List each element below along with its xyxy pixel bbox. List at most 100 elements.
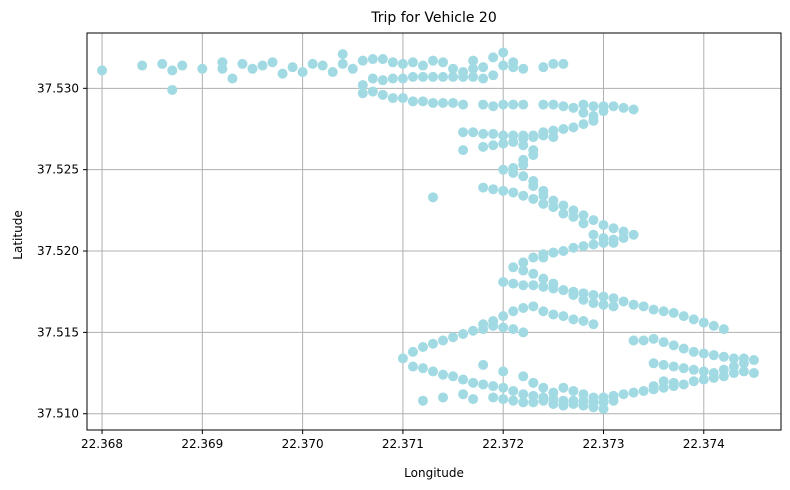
data-point [558, 123, 569, 134]
data-point [548, 278, 559, 289]
data-point [578, 241, 589, 252]
data-point [488, 128, 499, 139]
data-point [458, 329, 469, 340]
data-point [558, 101, 569, 112]
data-point [247, 63, 258, 74]
data-point [407, 96, 418, 107]
data-point [658, 359, 669, 370]
data-point [407, 361, 418, 372]
data-point [548, 309, 559, 320]
data-point [568, 102, 579, 113]
data-point [518, 257, 529, 268]
data-point [598, 106, 609, 117]
data-point [588, 101, 599, 112]
data-point [438, 57, 449, 68]
data-point [438, 369, 449, 380]
data-point [458, 99, 469, 110]
data-point [568, 122, 579, 133]
y-tick-label: 37.515 [37, 325, 79, 339]
data-point [538, 306, 549, 317]
data-point [508, 57, 519, 68]
data-point [538, 281, 549, 292]
data-point [508, 324, 519, 335]
data-point [237, 58, 248, 69]
data-point [738, 366, 749, 377]
data-point [417, 60, 428, 71]
data-point [498, 138, 509, 149]
data-point [558, 246, 569, 257]
data-point [578, 315, 589, 326]
data-point [598, 403, 609, 414]
data-point [488, 70, 499, 81]
data-point [628, 335, 639, 346]
data-point [568, 289, 579, 300]
data-point [688, 314, 699, 325]
data-point [588, 392, 599, 403]
data-point [608, 223, 619, 234]
data-point [518, 265, 529, 276]
data-point [438, 392, 449, 403]
data-point [508, 278, 519, 289]
data-point [438, 335, 449, 346]
data-point [508, 395, 519, 406]
data-point [518, 397, 529, 408]
data-point [538, 130, 549, 141]
data-point [528, 150, 539, 161]
data-point [598, 233, 609, 244]
y-tick-label: 37.525 [37, 163, 79, 177]
data-point [367, 73, 378, 84]
x-tick-label: 22.371 [382, 437, 424, 451]
data-point [698, 317, 709, 328]
data-point [638, 335, 649, 346]
data-point [427, 338, 438, 349]
data-point [518, 63, 529, 74]
data-point [548, 398, 559, 409]
data-point [347, 63, 358, 74]
data-point [277, 68, 288, 79]
x-tick-label: 22.374 [683, 437, 725, 451]
data-point [518, 389, 529, 400]
data-point [548, 247, 559, 258]
data-point [498, 322, 509, 333]
data-point [367, 86, 378, 97]
data-point [688, 364, 699, 375]
data-point [618, 389, 629, 400]
data-point [618, 233, 629, 244]
y-tick-label: 37.530 [37, 81, 79, 95]
data-point [518, 371, 529, 382]
data-point [488, 184, 499, 195]
data-point [488, 52, 499, 63]
data-point [668, 361, 679, 372]
data-point [427, 71, 438, 82]
data-point [578, 389, 589, 400]
data-point [648, 333, 659, 344]
y-tick-label: 37.510 [37, 407, 79, 421]
data-point [417, 342, 428, 353]
data-point [718, 351, 729, 362]
data-point [728, 353, 739, 364]
data-point [708, 320, 719, 331]
data-point [508, 130, 519, 141]
data-point [387, 73, 398, 84]
data-point [588, 115, 599, 126]
data-point [217, 63, 228, 74]
data-point [558, 400, 569, 411]
data-point [488, 101, 499, 112]
data-point [608, 301, 619, 312]
data-point [568, 398, 579, 409]
data-point [628, 104, 639, 115]
data-point [608, 293, 619, 304]
data-point [377, 89, 388, 100]
x-axis-label: Longitude [404, 466, 464, 480]
data-point [688, 346, 699, 357]
data-point [508, 306, 519, 317]
data-point [488, 320, 499, 331]
data-point [528, 377, 539, 388]
data-point [397, 58, 408, 69]
data-point [588, 298, 599, 309]
data-point [538, 198, 549, 209]
data-point [608, 101, 619, 112]
data-point [548, 132, 559, 143]
data-point [458, 127, 469, 138]
data-point [698, 348, 709, 359]
